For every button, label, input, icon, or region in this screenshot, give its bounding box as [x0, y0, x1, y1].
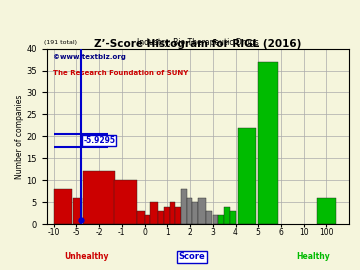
Bar — [136, 211, 145, 224]
Title: Z’-Score Histogram for RIGL (2016): Z’-Score Histogram for RIGL (2016) — [94, 39, 302, 49]
Y-axis label: Number of companies: Number of companies — [15, 94, 24, 178]
Bar — [318, 198, 336, 224]
Bar — [164, 207, 170, 224]
Text: (191 total): (191 total) — [44, 40, 77, 45]
Bar — [145, 215, 150, 224]
Bar — [114, 180, 136, 224]
Bar — [238, 128, 256, 224]
Bar — [230, 211, 235, 224]
Text: ©www.textbiz.org: ©www.textbiz.org — [53, 54, 126, 60]
Bar — [258, 62, 278, 224]
Bar — [213, 215, 219, 224]
Bar — [158, 211, 164, 224]
Bar — [192, 202, 198, 224]
Bar — [224, 207, 230, 224]
Bar — [186, 198, 192, 224]
Bar — [175, 207, 181, 224]
Bar — [170, 202, 175, 224]
Bar — [73, 198, 82, 224]
Text: Industry: Bio Therapeutic Drugs: Industry: Bio Therapeutic Drugs — [137, 38, 259, 47]
Bar — [219, 215, 224, 224]
Text: Unhealthy: Unhealthy — [64, 252, 108, 261]
Bar — [206, 211, 212, 224]
Text: The Research Foundation of SUNY: The Research Foundation of SUNY — [53, 70, 188, 76]
Text: Score: Score — [179, 252, 205, 261]
Bar — [150, 202, 158, 224]
Bar — [54, 189, 72, 224]
Bar — [198, 198, 206, 224]
Text: Healthy: Healthy — [296, 252, 330, 261]
Bar — [181, 189, 186, 224]
Bar — [83, 171, 115, 224]
Text: -5.9295: -5.9295 — [83, 136, 115, 145]
